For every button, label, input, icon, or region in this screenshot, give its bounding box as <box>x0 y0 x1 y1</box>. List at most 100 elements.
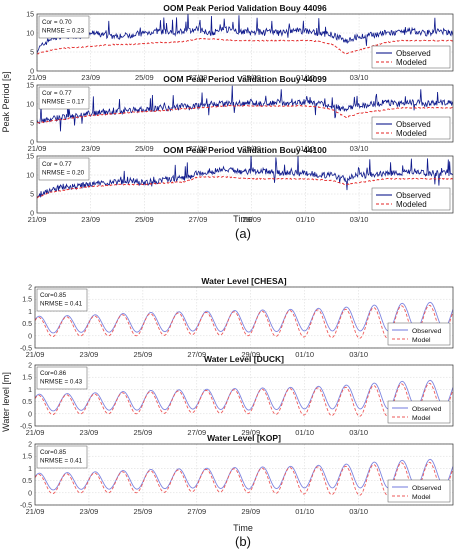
series-line-modeled <box>37 37 453 55</box>
y-tick-label: 1.5 <box>22 454 32 461</box>
chart-title: OOM Peak Period Validation Bouy 44099 <box>163 74 327 84</box>
series-line-observed <box>37 14 453 54</box>
stats-box: Cor=0.85 NRMSE = 0.41 <box>36 445 88 469</box>
x-tick-label: 23/09 <box>81 215 100 224</box>
legend-label: Observed <box>412 485 442 492</box>
chart-title: Water Level [DUCK] <box>204 354 284 364</box>
x-tick-label: 01/10 <box>296 144 315 153</box>
x-tick-label: 29/09 <box>242 73 261 82</box>
stats-box: Cor = 0.77 NRMSE = 0.20 <box>38 157 90 181</box>
stats-box: Cor=0.85 NRMSE = 0.41 <box>36 288 88 312</box>
series-line-modeled <box>37 104 453 124</box>
x-tick-label: 01/10 <box>296 73 315 82</box>
legend-label: Observed <box>396 49 431 58</box>
y-tick-label: 0.5 <box>22 321 32 328</box>
y-tick-label: 15 <box>26 12 34 19</box>
legend-label: Observed <box>412 328 442 335</box>
series-line-modeled <box>35 382 453 417</box>
legend: Observed Model <box>387 400 451 424</box>
x-tick-label: 03/10 <box>350 215 369 224</box>
legend-label: Observed <box>396 191 431 200</box>
x-tick-label: 01/10 <box>295 507 314 516</box>
x-tick-label: 25/09 <box>135 144 154 153</box>
stats-text: Cor = 0.77 <box>42 161 72 168</box>
stats-box-frame <box>38 86 90 110</box>
y-tick-label: 0 <box>30 69 34 76</box>
x-tick-label: 29/09 <box>242 144 261 153</box>
x-tick-label: 01/10 <box>295 428 314 437</box>
legend-label: Modeled <box>396 129 427 138</box>
y-tick-label: 1.5 <box>22 297 32 304</box>
y-tick-label: 10 <box>26 102 34 109</box>
y-tick-label: 5 <box>30 50 34 57</box>
legend-label: Model <box>412 494 431 501</box>
chart-title: Water Level [KOP] <box>207 433 281 443</box>
y-tick-label: 1 <box>28 466 32 473</box>
plot-frame <box>36 84 454 143</box>
stats-box-frame <box>36 366 88 390</box>
series-line-observed <box>35 301 453 334</box>
legend: Observed Model <box>387 322 451 346</box>
x-tick-label: 27/09 <box>189 144 208 153</box>
y-tick-label: 2 <box>28 285 32 292</box>
y-tick-label: -0.5 <box>20 503 32 510</box>
stats-text: NRMSE = 0.17 <box>42 99 85 106</box>
x-tick-label: 27/09 <box>187 507 206 516</box>
y-tick-label: 0 <box>30 140 34 147</box>
x-tick-label: 21/09 <box>26 350 45 359</box>
figure-label-b: (b) <box>235 534 251 549</box>
plot-frame <box>34 286 454 349</box>
x-tick-label: 03/10 <box>350 144 369 153</box>
series-line-modeled <box>35 461 453 496</box>
legend-label: Observed <box>396 120 431 129</box>
stats-box: Cor=0.86 NRMSE = 0.43 <box>36 366 88 390</box>
stats-text: Cor=0.86 <box>40 370 67 377</box>
stats-text: Cor=0.85 <box>40 449 67 456</box>
legend-label: Modeled <box>396 200 427 209</box>
plot-area <box>35 444 453 505</box>
panel-a-xlabel: Time <box>233 214 253 224</box>
x-tick-label: 21/09 <box>26 428 45 437</box>
x-tick-label: 27/09 <box>187 428 206 437</box>
stats-box-frame <box>38 15 90 39</box>
stats-box-frame <box>38 157 90 181</box>
chart-3: OOM Peak Period Validation Bouy 44100 21/… <box>26 145 454 224</box>
stats-text: Cor = 0.70 <box>42 19 72 26</box>
series-line-observed <box>37 156 453 198</box>
x-tick-label: 03/10 <box>349 350 368 359</box>
panel-a-ylabel: Peak Period [s] <box>1 71 11 132</box>
y-tick-label: 0.5 <box>22 399 32 406</box>
y-tick-label: 0 <box>28 333 32 340</box>
x-tick-label: 21/09 <box>26 507 45 516</box>
chart-2: OOM Peak Period Validation Bouy 44099 21/… <box>26 74 454 153</box>
stats-text: NRMSE = 0.20 <box>42 170 85 177</box>
series-line-modeled <box>35 304 453 339</box>
chart-1: OOM Peak Period Validation Bouy 44096 21/… <box>26 3 454 82</box>
stats-box: Cor = 0.77 NRMSE = 0.17 <box>38 86 90 110</box>
stats-box: Cor = 0.70 NRMSE = 0.23 <box>38 15 90 39</box>
y-tick-label: -0.5 <box>20 346 32 353</box>
stats-text: NRMSE = 0.23 <box>42 28 85 35</box>
series-line-observed <box>35 458 453 491</box>
y-tick-label: 0 <box>28 490 32 497</box>
x-tick-label: 23/09 <box>80 428 99 437</box>
legend: Observed Model <box>387 479 451 503</box>
chart-title: OOM Peak Period Validation Bouy 44096 <box>163 3 327 13</box>
plot-frame <box>36 13 454 72</box>
chart-title: OOM Peak Period Validation Bouy 44100 <box>163 145 327 155</box>
y-tick-label: 15 <box>26 154 34 161</box>
x-tick-label: 25/09 <box>133 428 152 437</box>
y-tick-label: 1 <box>28 309 32 316</box>
x-tick-label: 01/10 <box>295 350 314 359</box>
y-tick-label: 5 <box>30 121 34 128</box>
y-tick-label: -0.5 <box>20 424 32 431</box>
y-tick-label: 1.5 <box>22 375 32 382</box>
y-tick-label: 0.5 <box>22 478 32 485</box>
x-tick-label: 25/09 <box>135 215 154 224</box>
y-tick-label: 2 <box>28 442 32 449</box>
legend-label: Model <box>412 337 431 344</box>
plot-frame <box>34 364 454 427</box>
